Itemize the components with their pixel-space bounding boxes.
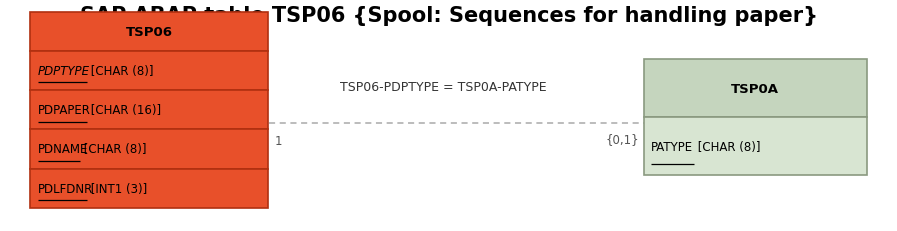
Text: {0,1}: {0,1} <box>605 132 639 145</box>
Text: PDPTYPE: PDPTYPE <box>38 65 90 78</box>
Text: 1: 1 <box>274 134 282 147</box>
FancyBboxPatch shape <box>644 60 867 118</box>
FancyBboxPatch shape <box>30 13 268 52</box>
FancyBboxPatch shape <box>30 52 268 91</box>
Text: PDPAPER: PDPAPER <box>38 104 91 117</box>
Text: TSP06: TSP06 <box>126 26 173 39</box>
Text: [CHAR (16)]: [CHAR (16)] <box>87 104 161 117</box>
Text: [CHAR (8)]: [CHAR (8)] <box>693 140 761 153</box>
FancyBboxPatch shape <box>30 91 268 130</box>
Text: SAP ABAP table TSP06 {Spool: Sequences for handling paper}: SAP ABAP table TSP06 {Spool: Sequences f… <box>80 6 817 26</box>
Text: PDLFDNR: PDLFDNR <box>38 182 93 195</box>
Text: PATYPE: PATYPE <box>651 140 693 153</box>
Text: PDNAME: PDNAME <box>38 143 88 156</box>
Text: [CHAR (8)]: [CHAR (8)] <box>87 65 153 78</box>
Text: [INT1 (3)]: [INT1 (3)] <box>87 182 147 195</box>
FancyBboxPatch shape <box>30 169 268 208</box>
Text: [CHAR (8)]: [CHAR (8)] <box>80 143 147 156</box>
FancyBboxPatch shape <box>30 130 268 169</box>
Text: TSP0A: TSP0A <box>731 82 779 95</box>
FancyBboxPatch shape <box>644 118 867 176</box>
Text: TSP06-PDPTYPE = TSP0A-PATYPE: TSP06-PDPTYPE = TSP0A-PATYPE <box>340 81 546 94</box>
